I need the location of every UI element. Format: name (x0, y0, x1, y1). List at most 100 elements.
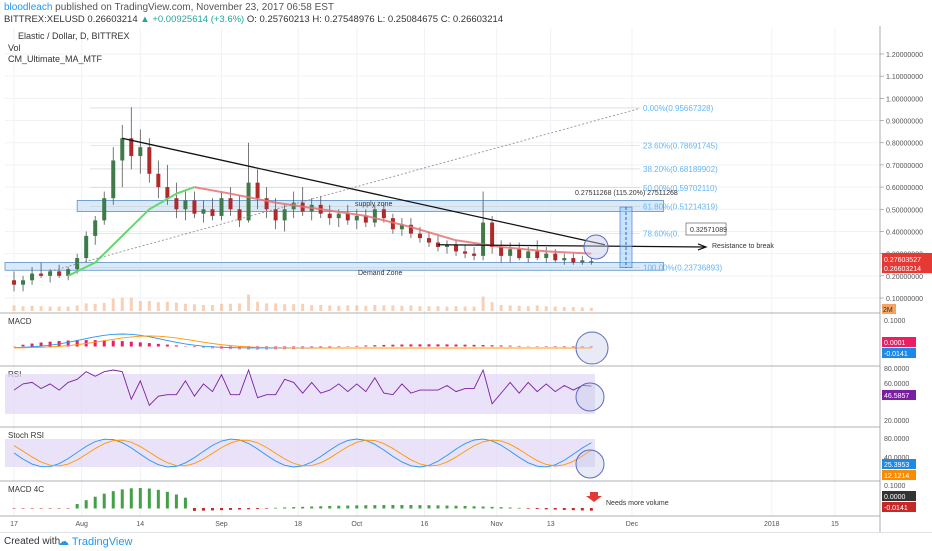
macd4c-bar (75, 504, 79, 509)
arrow-icon (697, 243, 708, 251)
volume-bar (562, 307, 566, 311)
candle-body (426, 238, 431, 243)
volume-bar (247, 294, 251, 311)
macd4c-bar (301, 506, 305, 509)
tradingview-logo[interactable]: ☁ TradingView (58, 535, 132, 548)
macd-hist-bar (75, 340, 79, 347)
macd4c-bar (391, 505, 395, 509)
macd4c-bar (192, 508, 196, 511)
time-tick-label: Aug (75, 521, 88, 528)
macd-hist-bar (301, 346, 305, 349)
pane-value-label: 0.0001 (884, 340, 906, 347)
price-tick-label: 1.00000000 (886, 96, 923, 103)
volume-bar (310, 305, 314, 311)
volume-bar (192, 304, 196, 311)
time-tick-label: 17 (10, 521, 18, 528)
macd4c-bar (247, 508, 251, 510)
macd-hist-bar (156, 343, 160, 347)
macd4c-bar (57, 508, 61, 509)
pane-value-label: 0.1000 (884, 318, 906, 325)
fib-diagonal (49, 107, 641, 272)
fib-label: 78.60%(0. (643, 229, 679, 238)
macd-hist-bar (436, 344, 440, 347)
price-chart[interactable]: 0.00%(0.95667328) 23.60%(0.78691745) 38.20… (0, 26, 932, 532)
pane-value-label: 25.3953 (884, 462, 909, 469)
volume-bar (391, 305, 395, 311)
macd-hist-bar (553, 346, 557, 348)
volume-bar (256, 301, 260, 311)
macd-hist-bar (138, 342, 142, 347)
author-link[interactable]: bloodleach (4, 2, 53, 13)
macd-hist-bar (571, 346, 575, 348)
macd4c-bar (337, 505, 341, 509)
volume-bar (229, 303, 233, 311)
macd-hist-bar (517, 345, 521, 347)
stoch-d-line (13, 439, 592, 467)
ohlc-values: O: 0.25760213 H: 0.27548976 L: 0.2508467… (246, 14, 504, 25)
macd-hist-bar (463, 344, 467, 347)
volume-bar (210, 305, 214, 311)
resistance-text: Resistance to break (712, 243, 774, 250)
volume-bar (499, 305, 503, 311)
volume-bar (57, 306, 61, 311)
macd4c-bar (274, 507, 278, 509)
macd-hist-bar (201, 346, 205, 348)
macd4c-bar (310, 506, 314, 509)
candle-body (372, 209, 377, 223)
cloud-icon: ☁ (58, 536, 69, 548)
candle-body (255, 182, 260, 199)
volume-bar (373, 305, 377, 311)
publish-line: bloodleach published on TradingView.com,… (4, 2, 334, 14)
candle-body (246, 182, 251, 221)
macd-hist-bar (364, 345, 368, 347)
candle-body (445, 244, 450, 247)
volume-note: Needs more volume (606, 500, 669, 507)
macd-hist-bar (102, 340, 106, 347)
volume-bar (508, 305, 512, 311)
candle-body (39, 273, 44, 276)
macd4c-bar (409, 505, 413, 509)
volume-bar (319, 305, 323, 311)
demand-zone (4, 262, 664, 271)
macd4c-bar (111, 491, 115, 509)
ma-green-line (67, 186, 195, 277)
price-tick-label: 0.40000000 (886, 229, 923, 236)
volume-bar (544, 306, 548, 311)
candle-body (21, 280, 26, 285)
created-with: Created with (4, 536, 61, 547)
macd-hist-bar (382, 344, 386, 347)
candle-body (381, 209, 386, 219)
candle-body (138, 147, 143, 157)
macd4c-bar (418, 505, 422, 509)
resistance-line (437, 244, 706, 248)
volume-bar (174, 302, 178, 311)
candle-body (399, 224, 404, 230)
macd-hist-bar (427, 344, 431, 347)
candle-body (48, 271, 53, 276)
candle-body (363, 215, 368, 223)
moving-averages (67, 186, 592, 277)
pane-value-bg (882, 491, 916, 501)
macd4c-bar (292, 507, 296, 509)
candle-body (165, 187, 170, 199)
chart-title: Elastic / Dollar, D, BITTREX (18, 31, 130, 41)
macd4c-bar (21, 508, 25, 509)
volume-bar (472, 306, 476, 311)
highlight-circle (575, 382, 605, 412)
candle-body (517, 249, 522, 259)
volume-bar (328, 305, 332, 311)
macd4c-bar (265, 508, 269, 509)
rsi-line (13, 368, 592, 407)
macd-hist-bar (147, 343, 151, 347)
volume-label: 2M (883, 307, 893, 314)
price-box-text: 0.32571089 (690, 227, 727, 234)
volume-bar (75, 305, 79, 311)
macd4c-bar (472, 506, 476, 509)
macd4c-bar (238, 508, 242, 510)
pane-value-bg (882, 348, 916, 358)
candle-body (66, 269, 71, 276)
macd4c-bar (400, 505, 404, 509)
price-tick-label: 0.70000000 (886, 163, 923, 170)
price-label-close: 0.26603214 (884, 266, 921, 273)
macd4c-bar (319, 506, 323, 509)
